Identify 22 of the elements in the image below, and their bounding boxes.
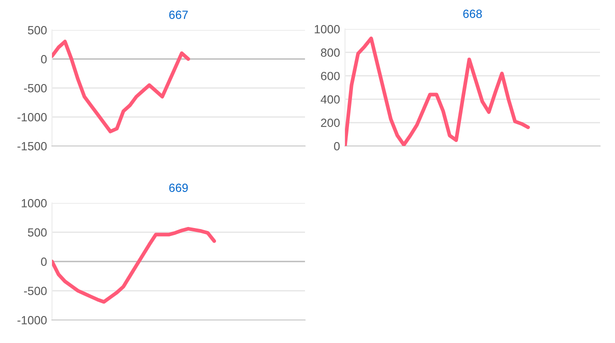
y-tick-label: -1000 [17,316,47,324]
y-tick-label: 1000 [22,199,47,208]
y-tick-label: 500 [28,228,47,237]
y-tick-label: 600 [321,72,340,80]
y-tick-label: 800 [320,48,340,57]
y-tick-label: -500 [24,286,47,296]
y-tick-label: -1000 [17,113,47,122]
line-series [345,36,530,146]
y-tick-label: -500 [24,84,47,92]
y-tick-label: -1500 [17,142,47,150]
y-tick-label: 0 [41,258,47,266]
line-series [52,226,216,304]
line-series [52,40,190,134]
y-tick-label: 0 [41,55,47,64]
chart-title: 668 [463,10,482,18]
chart-title: 669 [169,184,188,192]
chart-title: 667 [169,10,188,20]
y-tick-label: 0 [334,142,340,150]
y-tick-label: 1000 [314,25,340,34]
y-tick-label: 400 [320,95,340,104]
y-tick-label: 200 [321,118,340,127]
y-tick-label: 500 [28,26,47,34]
